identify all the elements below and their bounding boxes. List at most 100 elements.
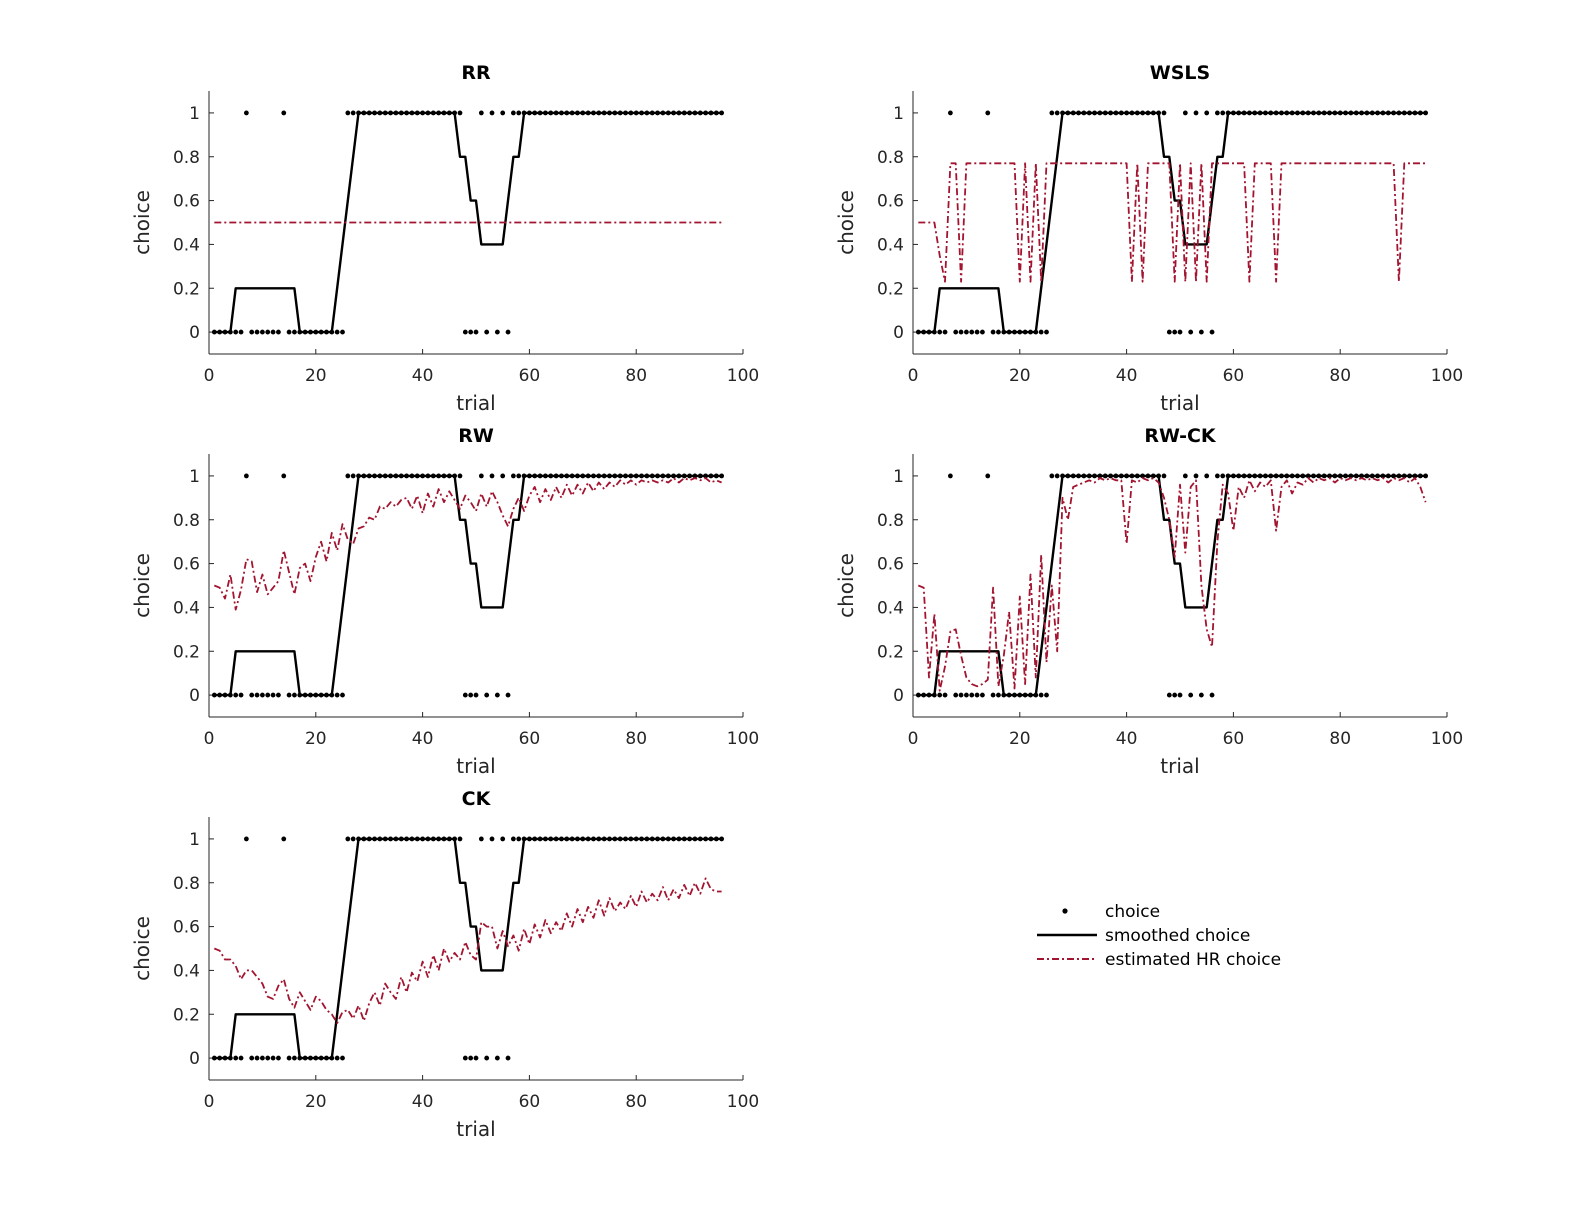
choice-point <box>462 692 468 698</box>
choice-point <box>996 329 1001 335</box>
y-tick-label: 0.4 <box>877 235 904 255</box>
subplot-title: WSLS <box>1150 62 1210 84</box>
choice-point <box>238 692 244 698</box>
choice-point <box>947 473 953 479</box>
choice-point <box>292 329 297 335</box>
choice-point <box>947 110 953 116</box>
choice-point <box>457 836 463 842</box>
y-axis-label: choice <box>130 190 154 255</box>
choice-point <box>281 836 287 842</box>
legend-estimated-label: estimated HR choice <box>1105 950 1281 970</box>
y-tick-label: 0.6 <box>173 918 200 938</box>
x-axis-label: trial <box>1160 391 1199 415</box>
x-tick-label: 40 <box>412 1092 434 1112</box>
choice-point <box>510 836 516 842</box>
choice-point <box>270 692 276 698</box>
estimated-hr-choice-line <box>213 477 722 611</box>
choice-point <box>473 1055 479 1061</box>
choice-point <box>985 110 991 116</box>
choice-point <box>953 692 959 698</box>
choice-point <box>985 473 991 479</box>
choice-point <box>345 110 351 116</box>
choice-point <box>974 329 980 335</box>
choice-point <box>510 110 516 116</box>
choice-point <box>1161 473 1167 479</box>
choice-point <box>457 110 463 116</box>
choice-point <box>494 692 500 698</box>
x-tick-label: 100 <box>727 729 759 749</box>
subplot-title: RR <box>461 62 491 84</box>
choice-point <box>350 473 356 479</box>
choice-point <box>484 692 490 698</box>
choice-point <box>265 1055 271 1061</box>
y-tick-label: 0.4 <box>173 235 200 255</box>
y-tick-label: 0.2 <box>877 642 904 662</box>
subplot-rw-ck: 0 20 40 60 80 100 0 0.2 0.4 0.6 0.8 1 trial choice RW-… <box>834 425 1463 778</box>
legend-item-smoothed: smoothed choice <box>1037 926 1250 946</box>
choice-point <box>345 473 351 479</box>
y-axis-label: choice <box>130 553 154 618</box>
choice-point <box>1204 110 1210 116</box>
y-tick-label: 0.4 <box>877 598 904 618</box>
legend-item-estimated: estimated HR choice <box>1037 950 1281 970</box>
choice-point <box>340 1055 345 1061</box>
y-tick-label: 0.6 <box>877 555 904 575</box>
x-tick-label: 100 <box>1431 729 1463 749</box>
choice-point <box>500 110 506 116</box>
y-tick-label: 0.2 <box>877 279 904 299</box>
x-tick-label: 40 <box>1116 366 1138 386</box>
legend: choice smoothed choice estimated HR choi… <box>1037 902 1281 970</box>
choice-point <box>281 110 287 116</box>
x-tick-label: 0 <box>204 366 215 386</box>
y-axis-label: choice <box>834 553 858 618</box>
smoothed-choice-line <box>214 837 722 1060</box>
estimated-hr-choice-line <box>213 877 722 1024</box>
x-tick-label: 60 <box>519 366 541 386</box>
x-tick-label: 80 <box>625 1092 647 1112</box>
choice-point <box>489 110 495 116</box>
choice-point <box>1188 692 1194 698</box>
choice-point <box>1049 110 1055 116</box>
x-tick-label: 40 <box>412 366 434 386</box>
choice-point <box>1193 473 1199 479</box>
legend-choice-label: choice <box>1105 902 1160 922</box>
choice-point <box>980 692 985 698</box>
y-axis-label: choice <box>834 190 858 255</box>
choice-point <box>473 692 479 698</box>
subplot-ck: 0 20 40 60 80 100 0 0.2 0.4 0.6 0.8 1 trial choice CK <box>130 788 759 1141</box>
choice-point <box>260 1055 265 1061</box>
choice-point <box>505 329 511 335</box>
y-tick-label: 0 <box>893 686 904 706</box>
x-tick-label: 60 <box>1223 366 1245 386</box>
choice-point <box>334 329 340 335</box>
y-tick-label: 0.8 <box>173 511 200 531</box>
choice-point <box>1193 110 1199 116</box>
choice-point <box>964 692 969 698</box>
choice-point <box>1172 329 1178 335</box>
choice-point <box>260 329 265 335</box>
x-tick-label: 20 <box>305 729 327 749</box>
smoothed-choice-line <box>918 474 1426 697</box>
y-tick-label: 0.6 <box>173 192 200 212</box>
x-tick-label: 40 <box>1116 729 1138 749</box>
choice-point <box>1214 473 1220 479</box>
subplot-grid: 0 20 40 60 80 100 0 0.2 0.4 0.6 0.8 1 trial choice RR 0… <box>130 62 1463 1141</box>
y-tick-label: 1 <box>893 104 904 124</box>
choice-point <box>494 329 500 335</box>
legend-item-choice: choice <box>1062 902 1160 922</box>
choice-point <box>243 110 249 116</box>
estimated-hr-choice-line <box>918 162 1426 283</box>
choice-point <box>292 1055 297 1061</box>
choice-point <box>254 329 260 335</box>
x-tick-label: 60 <box>1223 729 1245 749</box>
smoothed-choice-line <box>918 111 1426 334</box>
choice-point <box>1209 692 1215 698</box>
choice-point <box>276 329 281 335</box>
choice-point <box>281 473 287 479</box>
choice-point <box>265 329 271 335</box>
choice-point <box>1188 329 1194 335</box>
choice-point <box>243 836 249 842</box>
choice-point <box>468 1055 474 1061</box>
choice-point <box>1182 473 1188 479</box>
